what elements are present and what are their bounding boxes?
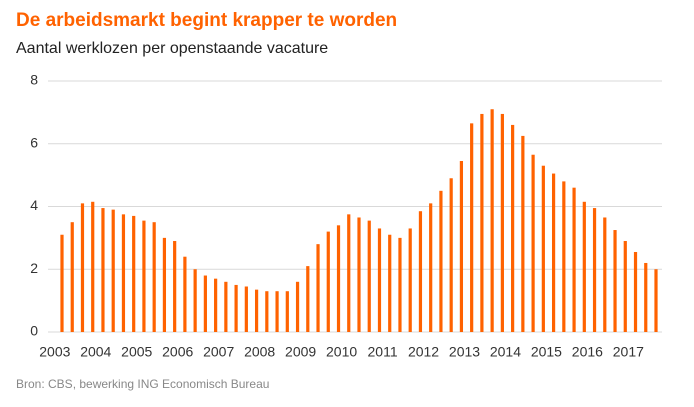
bar <box>408 228 412 332</box>
x-tick-label: 2006 <box>162 344 193 360</box>
bar <box>398 237 402 332</box>
source: Bron: CBS, bewerking ING Economisch Bure… <box>16 377 269 391</box>
bar <box>582 201 586 332</box>
x-tick-label: 2007 <box>203 344 234 360</box>
y-tick-label: 6 <box>30 134 38 150</box>
bar <box>142 220 146 332</box>
bar <box>152 222 156 332</box>
bar <box>551 173 556 332</box>
bar <box>326 231 330 332</box>
bar <box>203 275 207 332</box>
bar <box>418 211 423 332</box>
x-tick-label: 2013 <box>449 344 480 360</box>
bar <box>500 113 504 332</box>
bar <box>316 244 320 332</box>
bar <box>254 289 259 332</box>
bar <box>275 291 279 332</box>
bar <box>459 161 464 332</box>
bar <box>562 181 566 332</box>
x-tick-label: 2009 <box>285 344 316 360</box>
bar <box>306 266 310 332</box>
bar <box>285 291 289 332</box>
x-tick-label: 2011 <box>368 344 398 360</box>
bar <box>439 190 443 332</box>
bar <box>613 230 617 332</box>
y-tick-label: 2 <box>30 260 38 276</box>
chart-subtitle: Aantal werklozen per openstaande vacatur… <box>16 40 328 57</box>
bar <box>480 113 484 332</box>
bar <box>91 201 95 332</box>
bar <box>541 165 545 332</box>
bar <box>490 109 494 332</box>
bar <box>234 284 238 332</box>
x-tick-label: 2015 <box>531 344 562 360</box>
bar <box>173 241 177 332</box>
bar <box>80 203 85 332</box>
bar <box>377 228 382 332</box>
bar <box>429 203 433 332</box>
x-tick-label: 2014 <box>490 344 521 360</box>
x-tick-label: 2003 <box>39 344 70 360</box>
bar <box>633 251 638 332</box>
bar <box>132 215 136 332</box>
bar <box>521 135 525 332</box>
bar <box>295 281 300 332</box>
bar <box>511 124 515 332</box>
x-tick-label: 2005 <box>121 344 152 360</box>
bar <box>470 123 474 332</box>
bar <box>121 214 126 332</box>
y-tick-label: 0 <box>30 323 38 339</box>
bar <box>449 178 453 332</box>
x-tick-label: 2017 <box>613 344 644 360</box>
bar <box>193 269 197 332</box>
bar <box>60 234 64 332</box>
y-tick-label: 4 <box>30 197 38 213</box>
x-tick-label: 2010 <box>326 344 357 360</box>
bar <box>244 286 248 332</box>
bar <box>70 222 74 332</box>
chart-title: De arbeidsmarkt begint krapper te worden <box>16 10 397 31</box>
bar <box>367 220 371 332</box>
bar <box>111 209 115 332</box>
bar <box>357 217 361 332</box>
x-tick-label: 2004 <box>80 344 111 360</box>
bar <box>265 291 269 332</box>
x-tick-label: 2016 <box>572 344 603 360</box>
x-tick-label: 2012 <box>408 344 439 360</box>
bar <box>214 278 218 332</box>
bar <box>603 217 607 332</box>
x-tick-label: 2008 <box>244 344 275 360</box>
y-tick-label: 8 <box>30 72 38 88</box>
bar <box>162 237 167 332</box>
bar <box>336 225 341 332</box>
bar <box>654 269 658 332</box>
bar <box>388 234 392 332</box>
bar <box>183 256 187 332</box>
bar <box>224 281 228 332</box>
bar <box>644 262 648 332</box>
bar <box>623 241 627 332</box>
bar <box>101 208 105 332</box>
bar <box>592 208 597 332</box>
bar <box>531 154 535 332</box>
bar <box>572 187 576 332</box>
bar <box>347 214 351 332</box>
